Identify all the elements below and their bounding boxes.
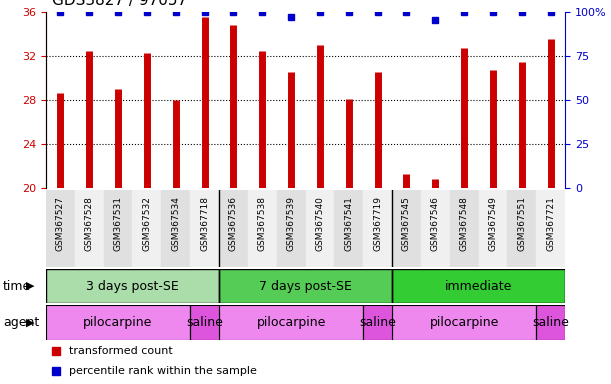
- Bar: [219, 190, 248, 267]
- Text: immediate: immediate: [445, 280, 512, 293]
- Bar: [190, 190, 219, 267]
- Text: GSM367549: GSM367549: [489, 196, 497, 251]
- Bar: [363, 305, 392, 340]
- Text: pilocarpine: pilocarpine: [83, 316, 153, 329]
- Bar: [508, 190, 536, 267]
- Bar: [219, 305, 363, 340]
- Bar: [392, 305, 536, 340]
- Bar: [219, 269, 392, 303]
- Text: ▶: ▶: [26, 318, 34, 328]
- Text: ▶: ▶: [26, 281, 34, 291]
- Text: GSM367551: GSM367551: [518, 196, 527, 251]
- Text: percentile rank within the sample: percentile rank within the sample: [69, 366, 257, 376]
- Bar: [161, 190, 190, 267]
- Text: GDS3827 / 97057: GDS3827 / 97057: [52, 0, 187, 8]
- Text: GSM367539: GSM367539: [287, 196, 296, 251]
- Bar: [46, 269, 219, 303]
- Bar: [363, 190, 392, 267]
- Bar: [478, 190, 508, 267]
- Bar: [75, 190, 103, 267]
- Text: GSM367536: GSM367536: [229, 196, 238, 251]
- Text: agent: agent: [3, 316, 39, 329]
- Text: saline: saline: [532, 316, 569, 329]
- Bar: [46, 190, 75, 267]
- Text: saline: saline: [186, 316, 223, 329]
- Bar: [190, 305, 219, 340]
- Text: GSM367528: GSM367528: [84, 196, 93, 251]
- Text: GSM367719: GSM367719: [373, 196, 382, 251]
- Text: time: time: [3, 280, 31, 293]
- Text: GSM367548: GSM367548: [459, 196, 469, 251]
- Text: GSM367546: GSM367546: [431, 196, 440, 251]
- Bar: [133, 190, 161, 267]
- Text: GSM367538: GSM367538: [258, 196, 267, 251]
- Text: saline: saline: [359, 316, 396, 329]
- Text: GSM367531: GSM367531: [114, 196, 122, 251]
- Text: GSM367532: GSM367532: [142, 196, 152, 251]
- Text: GSM367527: GSM367527: [56, 196, 65, 251]
- Text: GSM367540: GSM367540: [315, 196, 324, 251]
- Bar: [536, 190, 565, 267]
- Text: 7 days post-SE: 7 days post-SE: [259, 280, 352, 293]
- Text: 3 days post-SE: 3 days post-SE: [86, 280, 179, 293]
- Bar: [306, 190, 334, 267]
- Text: pilocarpine: pilocarpine: [430, 316, 499, 329]
- Text: transformed count: transformed count: [69, 346, 173, 356]
- Text: pilocarpine: pilocarpine: [257, 316, 326, 329]
- Bar: [248, 190, 277, 267]
- Bar: [392, 190, 421, 267]
- Bar: [450, 190, 478, 267]
- Bar: [46, 305, 190, 340]
- Bar: [277, 190, 306, 267]
- Bar: [421, 190, 450, 267]
- Text: GSM367545: GSM367545: [402, 196, 411, 251]
- Text: GSM367718: GSM367718: [200, 196, 209, 251]
- Text: GSM367541: GSM367541: [344, 196, 353, 251]
- Text: GSM367534: GSM367534: [171, 196, 180, 251]
- Bar: [536, 305, 565, 340]
- Bar: [103, 190, 133, 267]
- Text: GSM367721: GSM367721: [546, 196, 555, 251]
- Bar: [334, 190, 363, 267]
- Bar: [392, 269, 565, 303]
